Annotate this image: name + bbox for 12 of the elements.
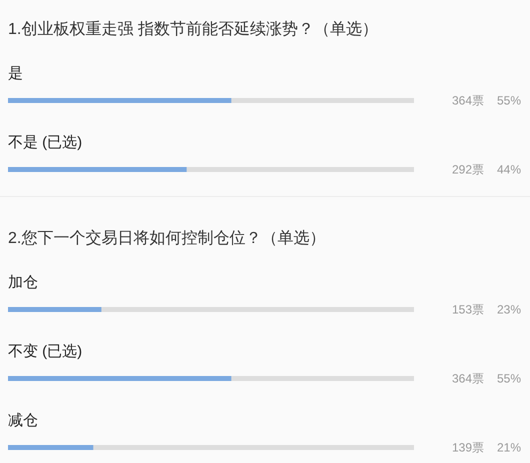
data-label: 364票 55% xyxy=(452,372,522,386)
y-tick-label: 不是 (已选) xyxy=(8,134,82,151)
data-label: 139票 21% xyxy=(452,440,522,454)
chart-title: 1.创业板权重走强 指数节前能否延续涨势？（单选） xyxy=(8,20,378,38)
chart-title: 2.您下一个交易日将如何控制仓位？（单选） xyxy=(8,229,326,247)
y-tick-label: 是 xyxy=(8,65,23,82)
data-label: 292票 44% xyxy=(452,162,522,176)
y-tick-label: 不变 (已选) xyxy=(8,343,82,360)
y-tick-label: 减仓 xyxy=(8,412,38,429)
data-label: 364票 55% xyxy=(452,94,522,108)
data-label: 153票 23% xyxy=(452,302,522,316)
y-tick-label: 加仓 xyxy=(8,274,38,291)
